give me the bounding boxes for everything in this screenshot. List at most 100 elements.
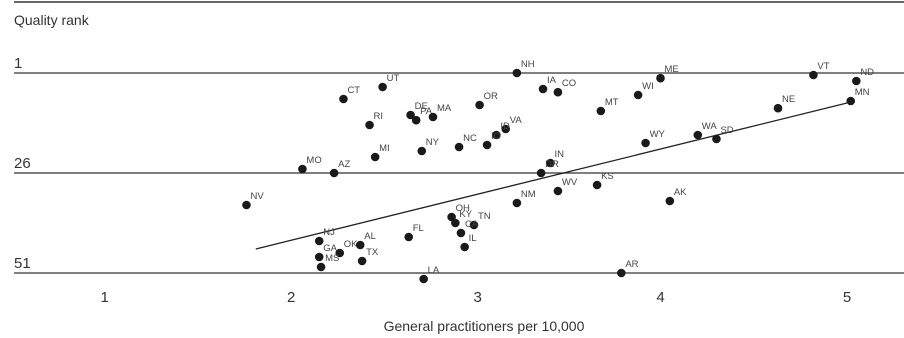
point-ms bbox=[316, 262, 326, 272]
point-va bbox=[501, 124, 511, 134]
point-label-tx: TX bbox=[366, 247, 379, 258]
point-al bbox=[355, 240, 365, 250]
point-nm bbox=[512, 198, 522, 208]
y-tick-label: 1 bbox=[14, 55, 22, 72]
point-nv bbox=[242, 200, 251, 210]
point-label-nc: NC bbox=[463, 133, 477, 144]
point-ks bbox=[592, 180, 602, 190]
point-label-de: DE bbox=[415, 101, 428, 112]
point-nc bbox=[454, 142, 464, 152]
point-label-nm: NM bbox=[521, 189, 536, 200]
x-axis-title: General practitioners per 10,000 bbox=[384, 318, 585, 334]
point-label-ms: MS bbox=[325, 253, 339, 264]
point-nd bbox=[852, 76, 861, 86]
point-label-in: IN bbox=[554, 149, 564, 160]
x-tick-label: 2 bbox=[287, 289, 295, 306]
point-az bbox=[329, 168, 339, 178]
point-dr bbox=[536, 168, 546, 178]
point-label-ok: OK bbox=[344, 239, 358, 250]
point-ok bbox=[335, 248, 345, 258]
point-co bbox=[553, 87, 563, 97]
point-io bbox=[482, 140, 492, 150]
point-vt bbox=[809, 70, 818, 80]
point-wa bbox=[693, 130, 703, 140]
point-label-la: LA bbox=[428, 265, 440, 276]
point-label-wa: WA bbox=[702, 121, 718, 132]
trend-line bbox=[255, 102, 848, 250]
point-label-ia: IA bbox=[547, 75, 557, 86]
point-label-mo: MO bbox=[306, 155, 321, 166]
point-label-nh: NH bbox=[521, 59, 535, 70]
point-me bbox=[656, 73, 665, 83]
point-label-wi: WI bbox=[642, 81, 654, 92]
point-label-il: IL bbox=[469, 233, 477, 244]
x-tick-labels: 1 2 3 4 5 bbox=[101, 289, 852, 306]
point-mi bbox=[370, 152, 380, 162]
point-label-ny: NY bbox=[426, 137, 440, 148]
y-axis-title: Quality rank bbox=[14, 12, 90, 28]
point-label-ri: RI bbox=[374, 111, 384, 122]
point-label-va: VA bbox=[510, 115, 523, 126]
point-label-nv: NV bbox=[250, 191, 264, 202]
point-mt bbox=[596, 106, 606, 116]
point-ia bbox=[538, 84, 548, 94]
point-in bbox=[546, 158, 555, 168]
point-label-vt: VT bbox=[817, 61, 829, 72]
point-nh bbox=[512, 68, 522, 78]
point-label-nd: ND bbox=[860, 67, 874, 78]
point-ne bbox=[773, 103, 783, 113]
point-tn bbox=[469, 220, 479, 230]
point-label-ak: AK bbox=[674, 187, 687, 198]
point-wv bbox=[553, 186, 563, 196]
point-ak bbox=[665, 196, 675, 206]
point-label-wy: WY bbox=[650, 129, 666, 140]
y-tick-label: 51 bbox=[14, 255, 31, 272]
point-label-al: AL bbox=[364, 231, 376, 242]
point-label-pa: PA bbox=[420, 106, 433, 117]
point-label-io: IO bbox=[491, 131, 501, 142]
point-ut bbox=[378, 82, 387, 92]
point-wi bbox=[633, 90, 643, 100]
point-label-dr: DR bbox=[545, 159, 559, 170]
point-fl bbox=[404, 232, 414, 242]
point-pa bbox=[411, 115, 421, 125]
point-label-ky: KY bbox=[459, 209, 472, 220]
point-label-ca: CA bbox=[465, 219, 479, 230]
x-tick-label: 5 bbox=[843, 289, 851, 306]
point-il bbox=[460, 242, 469, 252]
point-label-co: CO bbox=[562, 78, 576, 89]
point-id bbox=[492, 130, 501, 140]
point-label-ga: GA bbox=[323, 243, 337, 254]
point-label-wv: WV bbox=[562, 177, 578, 188]
x-tick-label: 4 bbox=[656, 289, 664, 306]
point-label-ut: UT bbox=[387, 73, 400, 84]
point-label-fl: FL bbox=[413, 223, 424, 234]
point-label-mn: MN bbox=[855, 87, 870, 98]
point-label-ma: MA bbox=[437, 103, 452, 114]
y-tick-labels: 1 26 51 bbox=[14, 55, 31, 272]
point-label-sd: SD bbox=[720, 125, 733, 136]
point-sd bbox=[712, 134, 721, 144]
point-label-me: ME bbox=[665, 64, 679, 75]
point-ky bbox=[451, 218, 460, 228]
point-label-mi: MI bbox=[379, 143, 390, 154]
point-label-id: ID bbox=[500, 121, 510, 132]
point-nj bbox=[314, 236, 324, 246]
x-tick-label: 1 bbox=[101, 289, 109, 306]
point-ga bbox=[314, 252, 324, 262]
point-la bbox=[419, 274, 428, 284]
point-de bbox=[406, 110, 415, 120]
point-mo bbox=[298, 164, 307, 174]
point-ct bbox=[339, 94, 348, 104]
rank-gridlines bbox=[14, 72, 904, 274]
point-tx bbox=[357, 256, 367, 266]
point-ny bbox=[417, 146, 427, 156]
point-or bbox=[475, 100, 484, 110]
point-label-or: OR bbox=[484, 91, 498, 102]
point-label-ar: AR bbox=[625, 259, 638, 270]
point-ca bbox=[456, 228, 466, 238]
point-label-tn: TN bbox=[478, 211, 491, 222]
point-ar bbox=[617, 268, 626, 278]
